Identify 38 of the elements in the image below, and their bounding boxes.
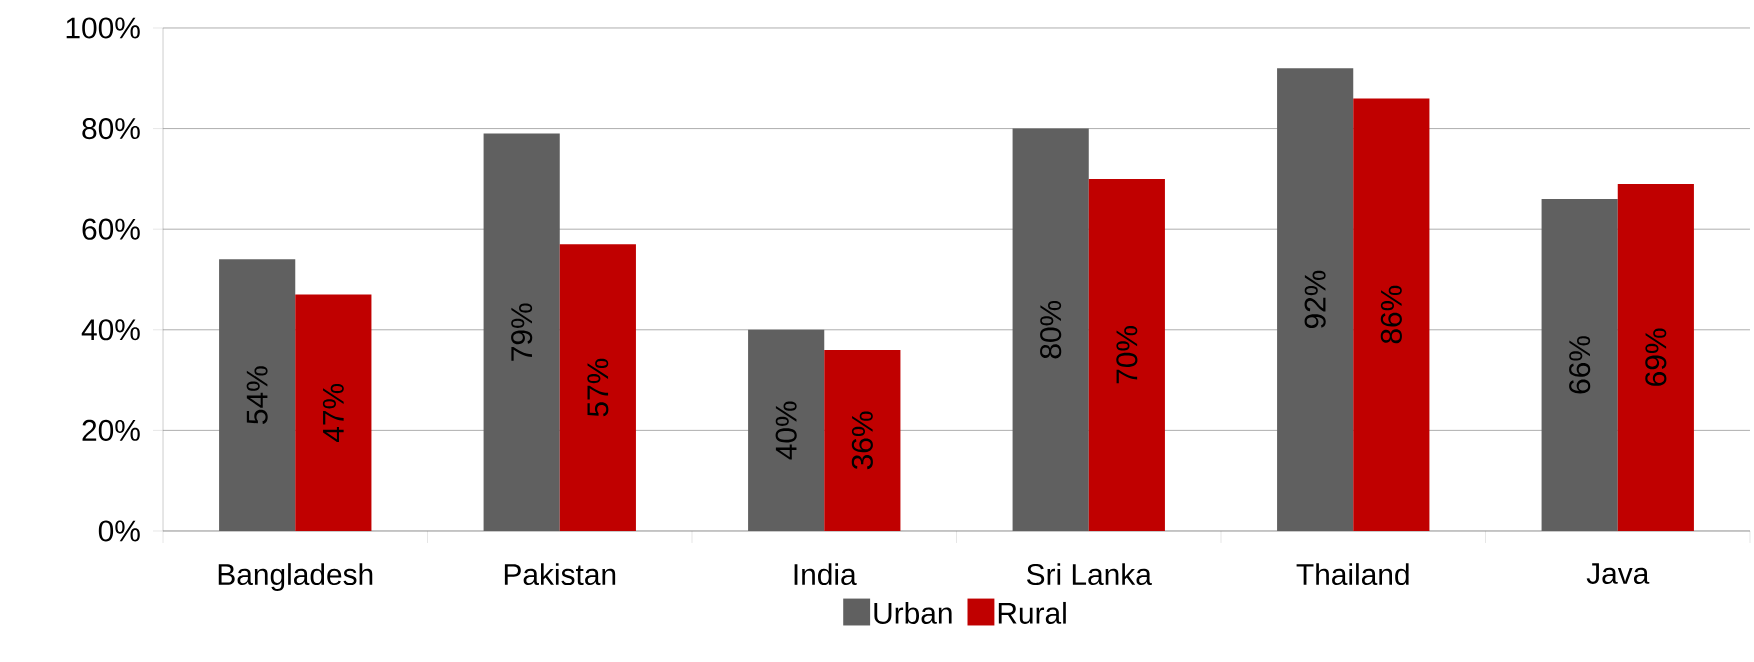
- data-label: 40%: [775, 401, 797, 460]
- data-label: 66%: [1569, 336, 1591, 394]
- y-tick-label: 100%: [66, 17, 140, 39]
- data-label: 70%: [1116, 326, 1138, 384]
- x-tick-label: Java: [1586, 563, 1650, 584]
- bar: [295, 294, 372, 531]
- bar: [1012, 128, 1089, 531]
- legend-label: Rural: [998, 601, 1066, 624]
- bar: [1617, 183, 1694, 531]
- bar: [1353, 98, 1430, 531]
- data-label: 92%: [1304, 270, 1326, 329]
- data-label: 47%: [322, 383, 344, 442]
- bar: [748, 329, 825, 531]
- x-tick-label: Bangladesh: [218, 563, 373, 592]
- bar: [1088, 178, 1165, 531]
- y-tick-label: 20%: [82, 419, 140, 441]
- bar: [1277, 68, 1354, 531]
- bar: [483, 133, 560, 531]
- data-label: 57%: [587, 358, 609, 417]
- data-label: 36%: [851, 411, 873, 470]
- legend-label: Urban: [874, 601, 952, 624]
- x-tick-label: India: [794, 563, 857, 586]
- y-tick-label: 80%: [82, 118, 140, 140]
- y-tick-label: 60%: [82, 218, 140, 240]
- data-label: 80%: [1040, 300, 1062, 359]
- y-tick-label: 40%: [81, 319, 140, 341]
- data-label: 69%: [1645, 328, 1667, 386]
- x-tick-label: Thailand: [1296, 563, 1409, 586]
- data-label: 86%: [1380, 285, 1402, 344]
- bar: [219, 259, 296, 531]
- bar: [1541, 199, 1618, 531]
- data-label: 79%: [511, 303, 533, 361]
- bar: [559, 244, 636, 531]
- bar: [824, 349, 901, 531]
- x-tick-label: Sri Lanka: [1026, 563, 1152, 586]
- x-tick-label: Pakistan: [504, 563, 616, 586]
- data-label: 54%: [246, 366, 268, 424]
- y-tick-label: 0%: [98, 520, 140, 542]
